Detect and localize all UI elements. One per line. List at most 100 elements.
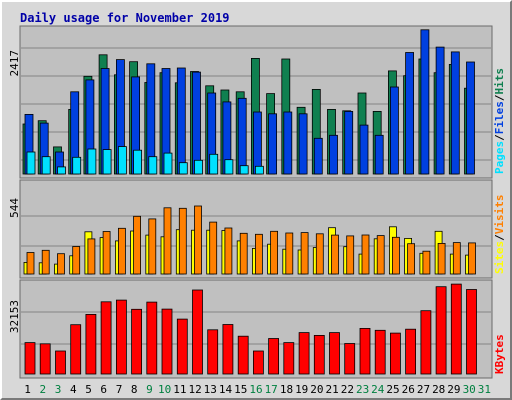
bar-visits-day-18 [285, 232, 294, 275]
bar-kbytes-day-5 [85, 313, 97, 375]
bar-visits-day-25 [391, 236, 400, 275]
bar-kbytes-day-10 [161, 308, 173, 375]
bar-visits-day-20 [315, 233, 324, 275]
day-label-1: 1 [24, 383, 31, 396]
bar-pages-day-9 [148, 156, 158, 175]
day-label-25: 25 [386, 383, 399, 396]
bar-visits-day-11 [178, 207, 187, 275]
bar-kbytes-day-16 [252, 350, 264, 375]
legend-kbytes: KBytes [493, 334, 506, 374]
bar-visits-day-2 [41, 249, 50, 275]
bar-kbytes-day-3 [55, 350, 66, 375]
day-label-19: 19 [295, 383, 308, 396]
legend-visits: Visits [493, 195, 506, 235]
bar-visits-day-17 [270, 230, 279, 275]
legend-separator: / [493, 234, 506, 241]
bar-files-day-22 [344, 111, 354, 175]
legend-2: Sites/Visits [493, 195, 506, 275]
day-label-11: 11 [173, 383, 186, 396]
bar-visits-day-9 [148, 218, 157, 275]
legend-separator: / [493, 134, 506, 141]
bar-kbytes-day-18 [283, 342, 295, 375]
legend-hits: Hits [493, 68, 506, 95]
bar-visits-day-12 [194, 205, 202, 275]
day-label-28: 28 [432, 383, 445, 396]
bar-kbytes-day-30 [466, 289, 477, 375]
bar-pages-day-6 [102, 149, 112, 175]
legend-3: KBytes [493, 334, 506, 374]
bar-visits-day-19 [300, 232, 309, 275]
day-label-27: 27 [417, 383, 430, 396]
bar-files-day-23 [359, 124, 369, 175]
bar-kbytes-day-9 [146, 301, 158, 375]
bar-visits-day-15 [239, 232, 248, 275]
bar-kbytes-day-26 [405, 328, 417, 375]
day-label-6: 6 [100, 383, 107, 396]
day-label-16: 16 [249, 383, 262, 396]
bar-kbytes-day-14 [222, 324, 234, 375]
bar-kbytes-day-28 [435, 286, 447, 375]
bar-visits-day-5 [87, 238, 96, 275]
bar-files-day-11 [176, 67, 186, 175]
legend-sites: Sites [493, 241, 506, 274]
day-label-31: 31 [478, 383, 491, 396]
day-label-7: 7 [116, 383, 123, 396]
bar-kbytes-day-20 [313, 334, 325, 375]
bar-pages-day-3 [57, 166, 66, 175]
bar-visits-day-16 [254, 233, 263, 275]
day-label-24: 24 [371, 383, 385, 396]
bar-visits-day-7 [118, 227, 126, 275]
bar-visits-day-30 [468, 242, 476, 275]
legend-1: Pages/Files/Hits [493, 68, 506, 174]
day-label-5: 5 [85, 383, 92, 396]
day-label-20: 20 [310, 383, 323, 396]
day-label-18: 18 [280, 383, 293, 396]
bar-files-day-17 [268, 113, 278, 175]
bar-visits-day-28 [437, 242, 446, 275]
bar-visits-day-21 [331, 234, 339, 275]
legend-files: Files [493, 101, 506, 134]
bar-kbytes-day-22 [344, 343, 356, 375]
bar-visits-day-26 [407, 243, 416, 275]
day-label-30: 30 [463, 383, 476, 396]
day-label-15: 15 [234, 383, 247, 396]
bar-visits-day-1 [26, 252, 35, 275]
day-label-21: 21 [325, 383, 338, 396]
bar-kbytes-day-17 [268, 338, 280, 375]
day-label-14: 14 [219, 383, 233, 396]
bar-visits-day-6 [102, 231, 111, 275]
bar-files-day-16 [252, 111, 262, 175]
day-label-23: 23 [356, 383, 369, 396]
bar-kbytes-day-23 [359, 327, 371, 375]
bar-kbytes-day-13 [207, 329, 219, 375]
y-max-label: 544 [8, 198, 21, 218]
bar-pages-day-14 [224, 159, 234, 175]
bar-kbytes-day-21 [329, 332, 340, 375]
bar-kbytes-day-24 [374, 329, 386, 375]
page-title: Daily usage for November 2019 [20, 11, 230, 25]
bar-visits-day-8 [133, 215, 142, 275]
bar-kbytes-day-8 [131, 308, 143, 375]
bar-pages-day-11 [178, 162, 188, 175]
bar-kbytes-day-12 [192, 289, 203, 375]
day-label-26: 26 [402, 383, 415, 396]
bar-files-day-25 [389, 86, 399, 175]
bar-pages-day-13 [209, 153, 219, 175]
bar-pages-day-15 [239, 165, 249, 175]
bar-visits-day-14 [224, 227, 233, 275]
bar-files-day-18 [283, 111, 293, 175]
bar-pages-day-7 [118, 146, 127, 175]
bar-pages-day-16 [254, 165, 264, 175]
bar-kbytes-day-15 [237, 335, 249, 375]
bar-kbytes-day-19 [298, 332, 310, 375]
legend-pages: Pages [493, 141, 506, 174]
bar-files-day-29 [450, 51, 460, 175]
day-label-22: 22 [341, 383, 354, 396]
day-label-3: 3 [55, 383, 62, 396]
bar-files-day-15 [237, 97, 247, 175]
bar-kbytes-day-29 [450, 283, 462, 375]
day-label-17: 17 [265, 383, 278, 396]
bar-kbytes-day-1 [24, 342, 36, 375]
bar-kbytes-day-4 [70, 324, 82, 375]
